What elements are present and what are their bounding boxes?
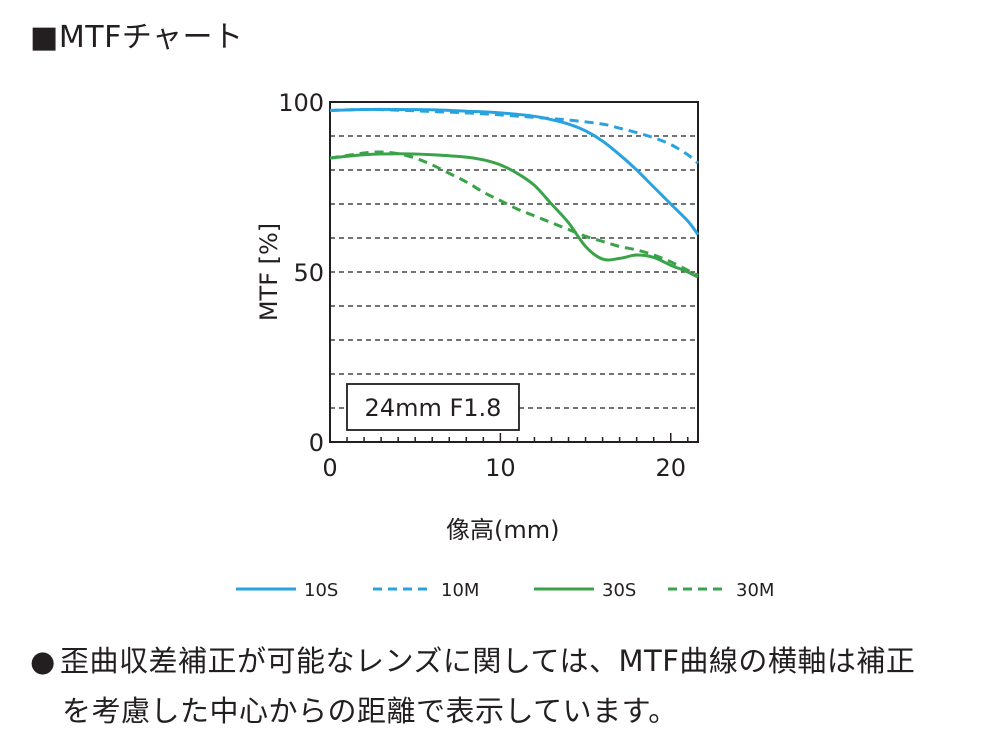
legend-label-30S: 30S xyxy=(602,580,636,601)
y-tick-label: 100 xyxy=(278,89,324,117)
x-axis-title: 像高(mm) xyxy=(446,516,559,544)
legend-label-10S: 10S xyxy=(304,580,338,601)
annotation-box: 24mm F1.8 xyxy=(346,383,520,431)
footnote: ● 歪曲収差補正が可能なレンズに関しては、MTF曲線の横軸は補正 を考慮した中心から… xyxy=(30,636,980,736)
legend-label-30M: 30M xyxy=(736,580,774,601)
footnote-bullet-icon: ● xyxy=(30,644,56,678)
plot-frame xyxy=(329,101,699,443)
y-tick-label: 0 xyxy=(309,429,324,457)
footnote-line-1: 歪曲収差補正が可能なレンズに関しては、MTF曲線の横軸は補正 xyxy=(60,644,916,678)
footnote-line-2: を考慮した中心からの距離で表示しています。 xyxy=(62,694,678,728)
y-tick-label: 50 xyxy=(293,259,324,287)
mtf-chart: 0 10 20 0 50 100 24mm F1.8 像高(mm) MTF [%] 10S… xyxy=(236,89,774,601)
legend-label-10M: 10M xyxy=(441,580,479,601)
tick-layer: 0 10 20 0 50 100 xyxy=(278,89,689,482)
series-line-30M xyxy=(329,150,699,277)
series-line-10M xyxy=(329,107,699,165)
annotation-label: 24mm F1.8 xyxy=(365,394,502,422)
y-axis-title: MTF [%] xyxy=(255,223,283,321)
x-tick-label: 10 xyxy=(485,454,516,482)
heading-text: MTFチャート xyxy=(58,20,244,55)
series-layer xyxy=(329,107,700,279)
series-line-30S xyxy=(329,152,699,279)
page-heading: ■MTFチャート xyxy=(30,18,244,58)
x-tick-label: 0 xyxy=(322,454,337,482)
x-tick-label: 20 xyxy=(655,454,686,482)
heading-square-icon: ■ xyxy=(30,20,59,55)
annotation-frame xyxy=(346,383,520,431)
legend: 10S 10M 30S 30M xyxy=(236,580,774,601)
